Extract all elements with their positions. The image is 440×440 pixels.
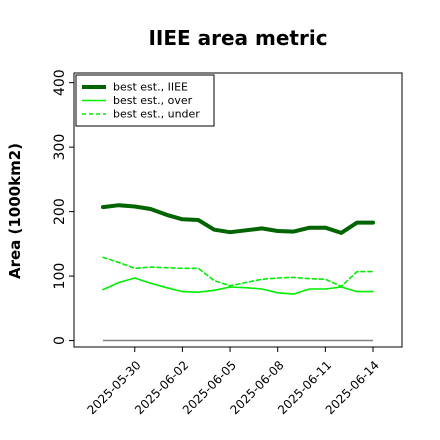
- y-axis-label: Area (1000km2): [6, 143, 24, 279]
- series-line-2: [102, 256, 374, 288]
- legend-label: best est., IIEE: [113, 81, 188, 94]
- y-tick-label: 100: [52, 263, 68, 290]
- y-tick-label: 300: [52, 134, 68, 161]
- x-axis: 2025-05-302025-06-022025-06-052025-06-08…: [84, 347, 382, 417]
- series-line-0: [101, 203, 375, 235]
- y-tick-label: 400: [52, 69, 68, 96]
- legend-label: best est., over: [113, 94, 193, 107]
- legend-label: best est., under: [113, 108, 200, 121]
- y-tick-label: 200: [52, 198, 68, 225]
- series-group: [101, 203, 375, 342]
- y-tick-label: 0: [52, 336, 68, 345]
- plot-area: [73, 72, 403, 348]
- series-line-1: [102, 277, 374, 295]
- chart-title: IIEE area metric: [148, 26, 327, 50]
- y-axis: 0 100 200 300 400: [52, 69, 74, 345]
